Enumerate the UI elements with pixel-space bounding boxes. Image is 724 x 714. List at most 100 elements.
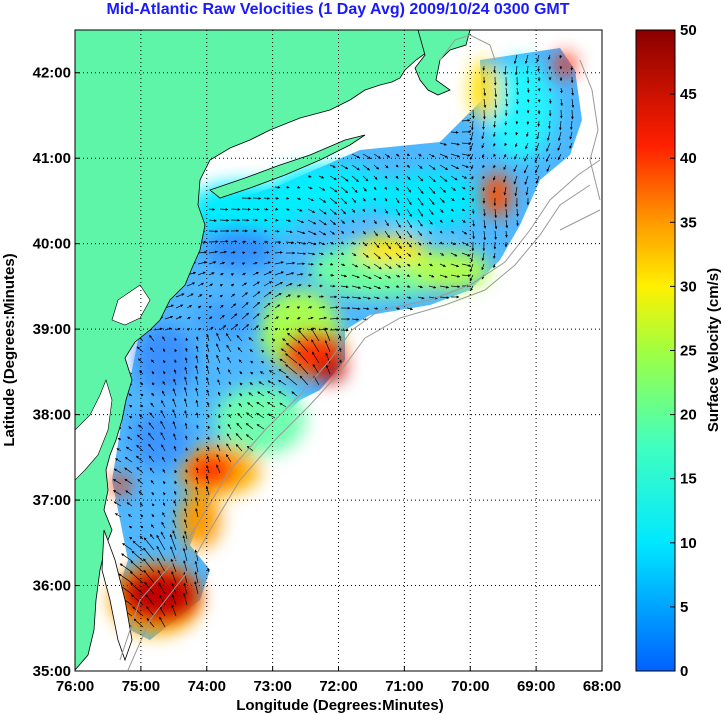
velocity-arrow — [340, 175, 349, 182]
velocity-arrow — [340, 252, 345, 255]
velocity-arrow — [417, 252, 421, 256]
velocity-arrow — [158, 582, 166, 595]
velocity-arrow — [297, 340, 309, 353]
velocity-arrow — [151, 503, 155, 507]
velocity-arrow — [172, 530, 177, 540]
velocity-arrow — [148, 443, 155, 452]
velocity-arrow — [174, 480, 178, 485]
velocity-arrow — [516, 219, 519, 227]
velocity-arrow — [285, 364, 298, 375]
velocity-arrow — [470, 131, 474, 141]
velocity-arrow — [340, 219, 345, 224]
velocity-arrow — [208, 326, 214, 331]
velocity-arrow — [471, 175, 474, 180]
velocity-arrow — [163, 491, 166, 496]
velocity-arrow — [362, 219, 366, 223]
velocity-arrow — [238, 359, 243, 364]
velocity-arrow — [161, 521, 166, 529]
velocity-arrow — [174, 348, 178, 353]
velocity-arrow — [270, 360, 276, 364]
velocity-arrow — [470, 285, 474, 292]
velocity-arrow — [351, 241, 356, 245]
velocity-arrow — [351, 318, 360, 321]
velocity-arrow — [461, 119, 471, 122]
velocity-arrow — [171, 571, 177, 584]
velocity-arrow — [560, 98, 563, 107]
velocity-arrow — [450, 285, 461, 288]
velocity-arrow — [395, 186, 399, 191]
velocity-arrow — [546, 142, 551, 152]
colorbar-tick-label: 45 — [680, 86, 697, 103]
velocity-arrow — [248, 337, 254, 342]
velocity-arrow — [406, 186, 411, 193]
velocity-arrow — [523, 164, 529, 174]
velocity-arrow — [329, 197, 338, 204]
velocity-arrow — [461, 263, 472, 267]
velocity-arrow — [515, 131, 519, 136]
velocity-arrow — [159, 616, 166, 628]
velocity-arrow — [184, 410, 188, 419]
velocity-arrow — [439, 197, 445, 204]
velocity-arrow — [195, 412, 199, 419]
long-island — [209, 134, 366, 199]
cape-cod — [414, 30, 471, 96]
velocity-arrow — [493, 131, 496, 138]
velocity-arrow — [186, 316, 191, 320]
velocity-arrow — [219, 304, 224, 309]
velocity-arrow — [439, 263, 446, 267]
velocity-arrow — [162, 512, 166, 518]
velocity-arrow — [307, 295, 312, 299]
velocity-arrow — [417, 296, 425, 300]
x-axis-ticks: 76:00 75:00 74:00 73:00 72:00 71:00 70:00 69:00… — [56, 666, 621, 695]
velocity-arrow — [373, 175, 378, 180]
velocity-arrow — [195, 467, 199, 474]
y-tick-label: 42:00 — [33, 65, 71, 82]
colorbar-ticks: 0 5 10 15 20 25 30 35 40 45 50 — [670, 22, 697, 680]
velocity-arrow — [482, 120, 485, 130]
velocity-arrow — [194, 571, 199, 584]
colorbar-tick-label: 40 — [680, 150, 697, 167]
velocity-arrow — [195, 486, 199, 496]
velocity-arrow — [340, 263, 346, 267]
velocity-arrow — [156, 534, 166, 551]
colorbar-tick-label: 30 — [680, 278, 697, 295]
velocity-arrow — [351, 307, 361, 311]
velocity-arrow — [230, 251, 236, 254]
velocity-arrow — [285, 353, 298, 364]
velocity-arrow — [483, 208, 486, 217]
velocity-arrow — [428, 241, 432, 245]
velocity-arrow — [461, 219, 466, 223]
velocity-arrow — [241, 251, 246, 255]
velocity-arrow — [230, 240, 238, 243]
velocity-arrow — [329, 219, 336, 226]
velocity-arrow — [406, 219, 412, 228]
velocity-arrow — [307, 284, 312, 288]
velocity-arrow — [285, 375, 298, 386]
velocity-arrow — [195, 399, 199, 408]
velocity-arrow — [285, 317, 290, 320]
velocity-arrow — [241, 312, 250, 320]
velocity-arrow — [241, 272, 246, 276]
velocity-arrow — [524, 153, 529, 162]
velocity-arrow — [406, 296, 412, 299]
velocity-arrow — [351, 164, 360, 171]
velocity-arrow — [329, 262, 334, 266]
velocity-arrow — [150, 402, 155, 408]
velocity-arrow — [340, 285, 349, 289]
velocity-arrow — [439, 274, 448, 278]
velocity-arrow — [362, 186, 367, 192]
velocity-arrow — [362, 296, 371, 300]
velocity-arrow — [285, 230, 293, 234]
velocity-arrow — [207, 425, 211, 430]
velocity-arrow — [471, 120, 474, 131]
y-tick-label: 41:00 — [33, 150, 71, 167]
velocity-arrow — [513, 164, 518, 173]
velocity-arrow — [428, 263, 433, 267]
velocity-arrow — [260, 338, 265, 342]
velocity-arrow — [450, 142, 460, 146]
velocity-arrow — [208, 208, 216, 211]
velocity-arrow — [245, 434, 254, 441]
velocity-arrow — [285, 219, 292, 223]
velocity-arrow — [439, 252, 445, 256]
velocity-arrow — [119, 563, 133, 573]
